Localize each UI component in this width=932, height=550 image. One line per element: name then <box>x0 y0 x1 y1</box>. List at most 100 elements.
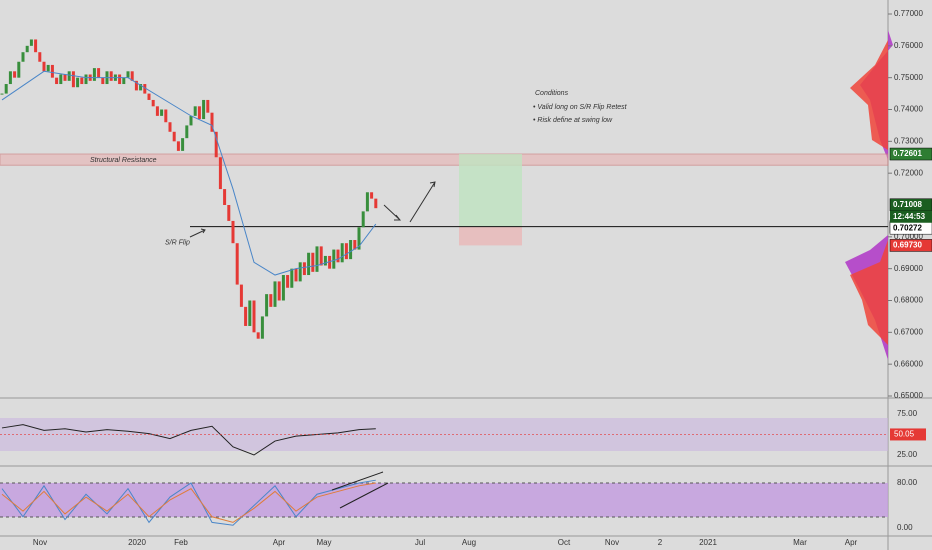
candle <box>63 74 67 81</box>
price-tag <box>889 239 932 252</box>
candle <box>155 106 159 116</box>
candle <box>97 68 101 78</box>
price-tag-label: 0.69730 <box>893 241 922 250</box>
y-tick-label: 0.70000 <box>894 232 923 241</box>
candle <box>46 64 50 72</box>
y-tick-label: 0.72000 <box>894 168 923 177</box>
stoch-d <box>1 482 376 523</box>
candle <box>59 74 63 85</box>
candle <box>80 77 84 85</box>
x-tick-label: May <box>316 538 331 547</box>
candle <box>210 112 214 132</box>
candle <box>265 294 269 317</box>
candle <box>235 243 239 285</box>
x-tick-label: Nov <box>605 538 619 547</box>
candle <box>55 77 59 85</box>
stoch-tick-label: 80.00 <box>897 478 918 487</box>
candle <box>374 198 378 209</box>
x-tick-label: 2 <box>658 538 663 547</box>
flip-label: S/R Flip <box>165 240 190 247</box>
resistance-label: Structural Resistance <box>90 157 157 164</box>
x-tick-label: 2021 <box>699 538 717 547</box>
candle <box>319 246 323 266</box>
candle <box>260 316 264 339</box>
candle <box>160 109 164 116</box>
y-tick-label: 0.67000 <box>894 327 923 336</box>
candle <box>340 243 344 263</box>
candle <box>118 74 122 85</box>
arrow <box>409 181 436 223</box>
y-tick-label: 0.75000 <box>894 73 923 82</box>
x-tick-label: Nov <box>33 538 47 547</box>
arrow <box>383 204 402 221</box>
price-tag-label: 0.70272 <box>893 223 922 232</box>
candle <box>92 68 96 81</box>
x-tick-label: Aug <box>462 538 476 547</box>
candle <box>139 84 143 91</box>
candle <box>67 71 71 81</box>
candle <box>151 99 155 107</box>
candle <box>357 227 361 250</box>
candle <box>349 240 353 260</box>
candle <box>130 71 134 81</box>
candle <box>25 45 29 53</box>
moving-average <box>1 70 377 276</box>
stoch-tick-label: 0.00 <box>897 523 913 532</box>
candle <box>8 71 12 85</box>
candle <box>101 77 105 85</box>
candle <box>223 189 227 205</box>
volume-profile <box>850 240 888 345</box>
candle <box>109 71 113 81</box>
candle <box>302 262 306 276</box>
candle <box>353 240 357 250</box>
candle <box>176 141 180 151</box>
candle <box>248 300 252 326</box>
candle <box>134 80 138 91</box>
candle <box>4 84 8 94</box>
candle <box>17 61 21 78</box>
candle <box>168 122 172 132</box>
candle <box>202 99 206 120</box>
target-box <box>459 154 522 227</box>
x-tick-label: Jul <box>415 538 425 547</box>
candle <box>34 39 38 53</box>
candle <box>189 115 193 126</box>
candle <box>290 268 294 288</box>
candle <box>21 52 25 62</box>
candle <box>71 71 75 88</box>
candle <box>311 252 315 272</box>
stoch-k <box>1 479 376 526</box>
candle <box>307 252 311 276</box>
candle <box>206 99 210 113</box>
candle <box>50 64 54 78</box>
candle <box>214 131 218 158</box>
candle <box>38 52 42 62</box>
countdown-tag <box>890 210 932 223</box>
candle <box>143 84 147 94</box>
candle <box>323 255 327 266</box>
y-tick-label: 0.66000 <box>894 359 923 368</box>
candle <box>13 71 17 78</box>
candle <box>0 93 4 95</box>
candle <box>315 246 319 272</box>
volume-profile <box>850 40 888 150</box>
rsi-tick-label: 75.00 <box>897 409 918 418</box>
y-tick-label: 0.65000 <box>894 391 923 400</box>
candle <box>84 74 88 85</box>
candle <box>332 249 336 269</box>
countdown: 12:44:53 <box>893 212 926 221</box>
rsi-tag-label: 50.05 <box>894 430 915 439</box>
x-tick-label: 2020 <box>128 538 146 547</box>
candle <box>344 243 348 260</box>
candle <box>365 192 369 212</box>
candle <box>172 131 176 142</box>
x-tick-label: Oct <box>558 538 571 547</box>
stop-box <box>459 226 522 246</box>
candle <box>231 220 235 244</box>
x-tick-label: Feb <box>174 538 188 547</box>
x-tick-label: Mar <box>793 538 807 547</box>
candle <box>252 300 256 333</box>
candle <box>239 284 243 307</box>
arrow <box>189 228 206 238</box>
price-tag-label: 0.71008 <box>893 200 922 209</box>
